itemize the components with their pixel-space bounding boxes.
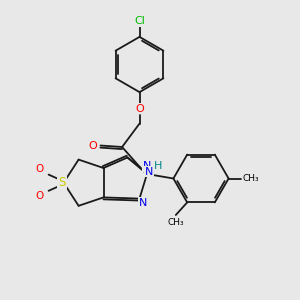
Text: Cl: Cl <box>134 16 145 26</box>
Text: CH₃: CH₃ <box>167 218 184 227</box>
Text: CH₃: CH₃ <box>243 174 260 183</box>
Text: O: O <box>135 103 144 114</box>
Text: O: O <box>35 164 44 175</box>
Text: O: O <box>35 191 44 201</box>
Text: O: O <box>88 140 98 151</box>
Text: H: H <box>154 161 163 171</box>
Text: N: N <box>139 198 147 208</box>
Text: S: S <box>58 176 66 189</box>
Text: N: N <box>143 161 152 171</box>
Text: N: N <box>145 167 153 177</box>
